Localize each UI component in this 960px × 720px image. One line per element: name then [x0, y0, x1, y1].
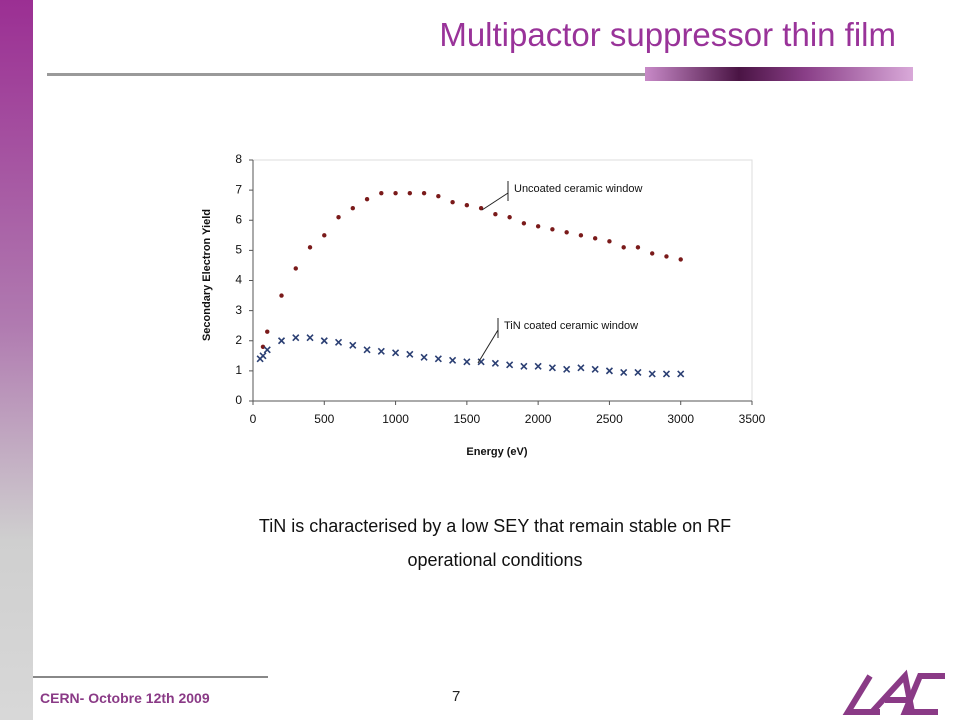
point — [650, 251, 655, 256]
x-tick-label: 3000 — [667, 412, 694, 426]
point — [377, 347, 385, 355]
point — [564, 230, 569, 235]
point — [463, 358, 471, 366]
y-tick-label: 7 — [235, 182, 242, 196]
point — [393, 190, 398, 196]
point — [477, 358, 485, 366]
point — [320, 337, 328, 345]
x-axis-label: Energy (eV) — [466, 446, 527, 458]
point — [450, 199, 455, 205]
point — [491, 359, 499, 367]
point — [265, 329, 270, 334]
point — [292, 334, 300, 342]
annotation: Uncoated ceramic window — [514, 183, 642, 195]
x-tick-label: 0 — [250, 412, 257, 426]
footer-rule — [33, 676, 268, 678]
point — [392, 349, 400, 357]
point — [363, 346, 371, 354]
annotation: TiN coated ceramic window — [504, 320, 638, 332]
point — [605, 367, 613, 375]
point — [534, 362, 542, 370]
point — [260, 344, 266, 349]
x-tick-label: 1000 — [382, 412, 409, 426]
point — [493, 212, 498, 217]
point — [307, 245, 313, 250]
point — [434, 355, 442, 363]
point — [535, 224, 541, 229]
point — [550, 227, 555, 232]
title-rule — [47, 73, 645, 76]
caption-line: TiN is characterised by a low SEY that r… — [258, 516, 732, 536]
point — [350, 206, 355, 211]
point — [548, 364, 556, 372]
x-tick-label: 2500 — [596, 412, 623, 426]
point — [635, 245, 641, 250]
point — [677, 370, 685, 378]
y-tick-label: 6 — [235, 212, 242, 226]
point — [648, 370, 656, 378]
point — [506, 361, 514, 369]
point — [407, 190, 413, 196]
caption-line: operational conditions — [407, 550, 583, 570]
point — [591, 365, 599, 373]
point — [664, 254, 669, 259]
point — [436, 193, 441, 199]
point — [259, 352, 267, 360]
point — [279, 293, 284, 298]
point — [336, 215, 341, 220]
annotation-leader — [481, 192, 509, 211]
point — [520, 362, 528, 370]
x-tick-label: 1500 — [454, 412, 481, 426]
point — [449, 356, 457, 364]
y-tick-label: 5 — [235, 243, 242, 257]
point — [507, 215, 512, 220]
point — [334, 338, 343, 346]
point — [263, 346, 271, 354]
logo — [842, 669, 945, 715]
point — [634, 368, 642, 376]
x-tick-label: 500 — [314, 412, 334, 426]
point — [420, 353, 428, 361]
point — [592, 236, 598, 241]
x-tick-label: 3500 — [739, 412, 766, 426]
point — [521, 221, 527, 226]
y-tick-label: 2 — [235, 333, 242, 347]
y-tick-label: 1 — [235, 363, 242, 377]
x-tick-label: 2000 — [525, 412, 552, 426]
y-tick-label: 8 — [235, 152, 242, 166]
y-axis-label: Secondary Electron Yield — [201, 209, 213, 341]
y-tick-label: 0 — [235, 393, 242, 407]
y-tick-label: 4 — [235, 273, 242, 287]
point — [563, 365, 571, 373]
point — [577, 364, 585, 372]
point — [662, 370, 671, 378]
point — [421, 190, 427, 196]
point — [379, 190, 384, 196]
point — [293, 266, 298, 271]
title-band — [645, 67, 913, 81]
y-tick-label: 3 — [235, 303, 242, 317]
point — [620, 368, 628, 376]
annotation-leader — [477, 329, 499, 364]
point — [607, 239, 612, 244]
footer: CERN- Octobre 12th 2009 — [40, 690, 210, 706]
point — [621, 245, 626, 250]
point — [349, 341, 357, 349]
point — [406, 350, 414, 358]
point — [678, 257, 683, 262]
point — [578, 233, 584, 238]
point — [306, 334, 314, 342]
point — [464, 202, 470, 208]
page-number: 7 — [452, 688, 461, 705]
point — [364, 196, 370, 202]
point — [322, 233, 327, 238]
slide-title: Multipactor suppressor thin film — [439, 16, 896, 53]
sidebar — [0, 0, 33, 720]
point — [277, 337, 286, 345]
